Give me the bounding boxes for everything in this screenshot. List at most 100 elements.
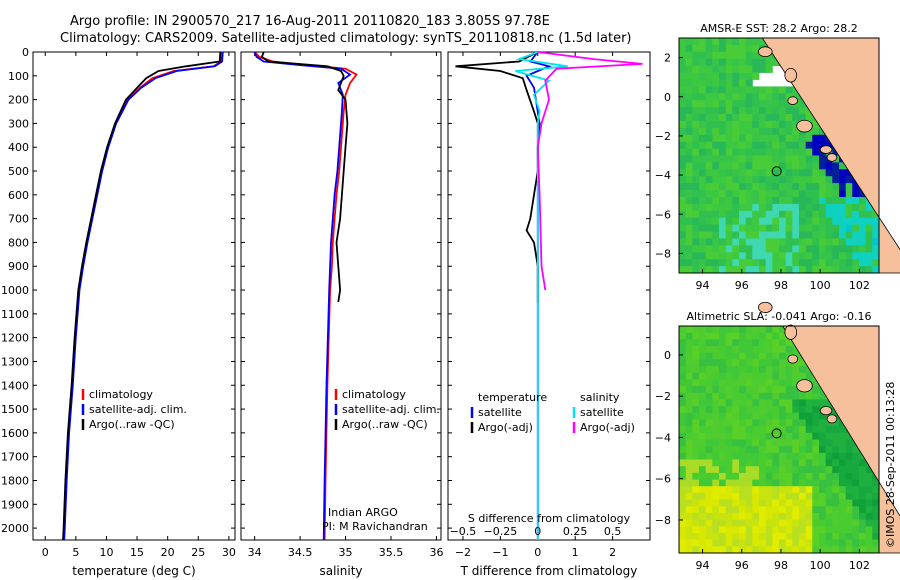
map-cell [712, 486, 720, 494]
map-cell [872, 539, 880, 547]
map-cell [752, 51, 760, 60]
map-cell [725, 72, 733, 80]
map-cell [785, 86, 793, 94]
map-cell [692, 332, 700, 340]
map-cell [739, 372, 747, 380]
map-cell [699, 526, 707, 534]
map-cell [712, 190, 720, 198]
map-cell [699, 372, 707, 380]
map-cell [765, 100, 773, 108]
map-cell [739, 100, 747, 108]
map-cell [799, 197, 807, 205]
map-cell [732, 79, 740, 87]
map-cell [805, 134, 813, 143]
map-cell [832, 183, 840, 191]
map-cell [719, 326, 727, 334]
map-cell [799, 486, 807, 494]
map-cell [745, 38, 753, 46]
map-cell [692, 169, 700, 177]
map-cell [752, 148, 760, 156]
map-cell [805, 392, 813, 400]
map-cell [699, 134, 707, 143]
map-cell [712, 546, 720, 554]
map-cell [819, 412, 827, 420]
island [758, 301, 773, 313]
map-cell [685, 479, 693, 487]
map-cell [732, 162, 740, 170]
map-cell [759, 439, 767, 447]
map-cell [825, 217, 833, 225]
map-cell [825, 486, 833, 494]
map-cell [679, 224, 687, 232]
legend-label: Argo(-adj) [478, 421, 533, 434]
map-cell [785, 210, 793, 219]
map-cell [772, 141, 780, 149]
map-cell [745, 245, 753, 253]
map-cell [832, 459, 840, 467]
map-cell [759, 533, 767, 541]
map-cell [812, 210, 820, 219]
map-cell [765, 426, 773, 434]
map-cell [772, 120, 780, 129]
map-cell [759, 107, 767, 115]
map-cell [852, 506, 860, 514]
map-cell [799, 372, 807, 380]
map-cell [872, 210, 880, 219]
map-cell [859, 452, 867, 460]
map-cell [772, 439, 780, 447]
map-cell [705, 352, 713, 360]
map-cell [752, 38, 760, 46]
map-cell [845, 512, 853, 520]
map-cell [719, 65, 727, 73]
map-cell [712, 169, 720, 177]
map-cell [725, 141, 733, 149]
map-cell [825, 446, 833, 454]
map-cell [732, 203, 740, 212]
map-cell [685, 217, 693, 225]
map-cell [692, 183, 700, 191]
map-cell [685, 386, 693, 394]
map-cell [752, 512, 760, 520]
map-cell [759, 486, 767, 494]
map-cell [759, 38, 767, 46]
map-cell [699, 466, 707, 474]
map-cell [679, 439, 687, 447]
map-cell [739, 197, 747, 205]
map-cell [719, 238, 727, 246]
map-cell [839, 190, 847, 198]
map-cell [752, 231, 760, 239]
map-cell [832, 426, 840, 434]
y-tick-label: 1000 [1, 284, 29, 297]
map-cell [725, 526, 733, 534]
map-cell [685, 472, 693, 480]
map-cell [725, 472, 733, 480]
map-cell [745, 114, 753, 122]
map-cell [732, 176, 740, 184]
map-cell [699, 231, 707, 239]
map-cell [679, 266, 687, 274]
map-cell [852, 499, 860, 507]
map-cell [812, 486, 820, 494]
map-cell [739, 339, 747, 347]
map-cell [765, 492, 773, 500]
map-cell [765, 472, 773, 480]
map-cell [725, 38, 733, 46]
map-cell [805, 446, 813, 454]
map-cell [679, 114, 687, 122]
map-cell [705, 155, 713, 163]
map-cell [725, 399, 733, 407]
map-cell [725, 51, 733, 60]
map-cell [739, 266, 747, 274]
map-cell [752, 519, 760, 527]
map-cell [699, 238, 707, 246]
map-cell [752, 372, 760, 380]
map-cell [712, 259, 720, 267]
map-cell [725, 326, 733, 334]
map-cell [679, 539, 687, 547]
map-cell [779, 339, 787, 347]
map-cell [805, 224, 813, 232]
legend-heading: salinity [580, 391, 620, 404]
island [784, 67, 798, 83]
map-cell [725, 231, 733, 239]
map-cell [739, 539, 747, 547]
